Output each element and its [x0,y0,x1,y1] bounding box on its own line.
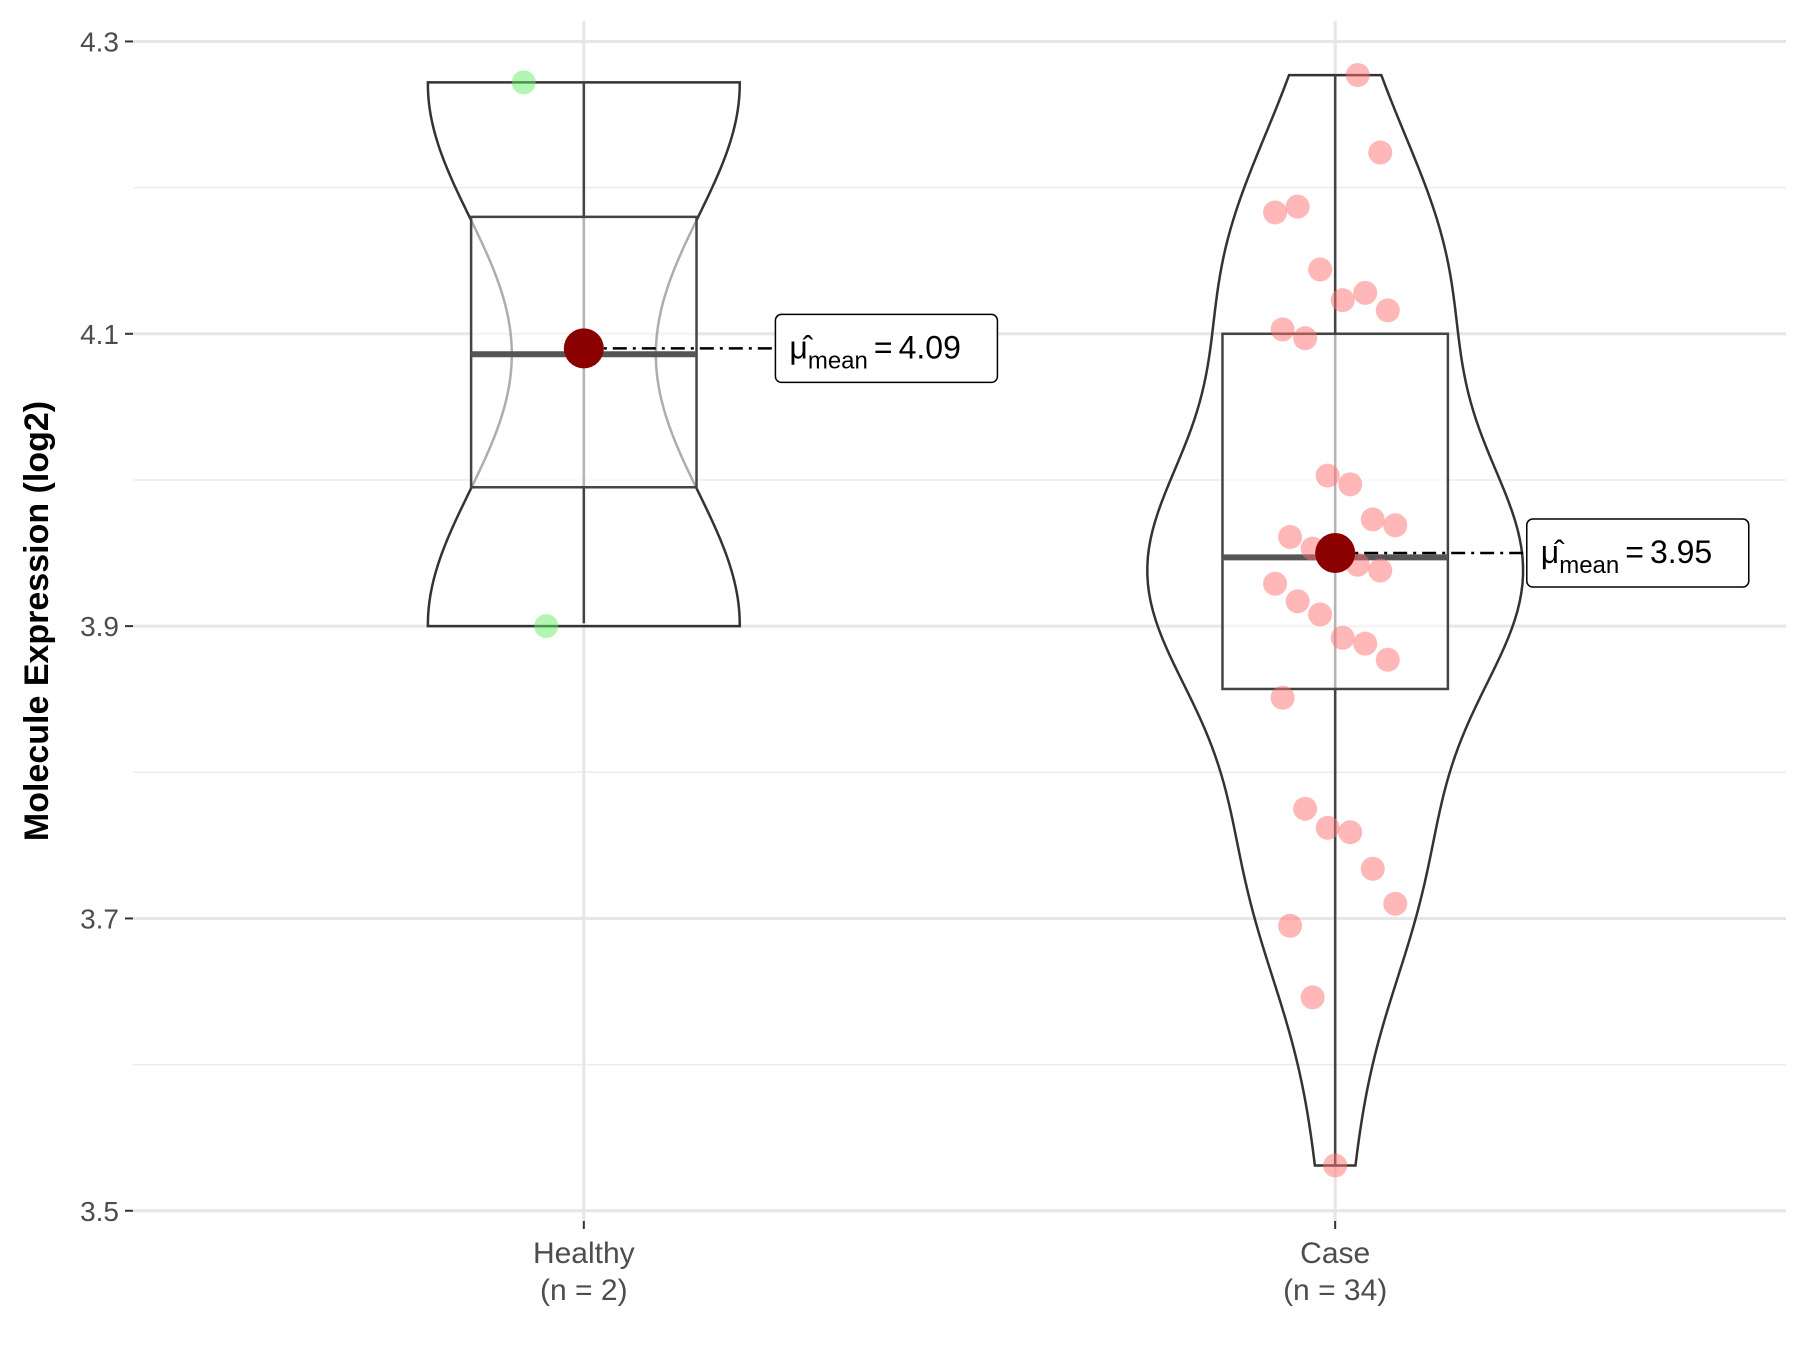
data-point [1270,685,1295,710]
mean-equals: = [874,329,893,365]
mean-value: 4.09 [899,329,961,365]
y-tick-label: 4.1 [80,319,119,350]
y-tick-label: 4.3 [80,26,119,57]
violin [1146,73,1525,1167]
mean-point [1315,533,1356,574]
data-point [511,70,536,95]
data-point [1368,558,1393,583]
x-tick-label: Healthy [533,1237,635,1270]
data-point [1323,1153,1348,1178]
data-point [1330,288,1355,313]
data-point [1308,602,1333,627]
data-point [1338,820,1363,845]
data-point [1345,63,1370,88]
y-tick-label: 3.5 [80,1196,119,1227]
data-point [1383,513,1408,538]
data-point [1383,891,1408,916]
data-point [1285,194,1310,219]
data-point [1263,200,1288,225]
data-point [1375,298,1400,323]
x-tick-count: (n = 34) [1283,1274,1387,1307]
data-point [1293,796,1318,821]
x-tick-label: Case [1300,1237,1370,1270]
data-point [1368,140,1393,165]
data-point [1270,317,1295,342]
mean-label: μ̂mean = 3.95 [1541,534,1712,579]
y-tick-label: 3.7 [80,903,119,934]
y-tick-label: 3.9 [80,611,119,642]
data-point [1353,631,1378,656]
data-point [1263,571,1288,596]
data-point [1308,257,1333,282]
data-point [1278,913,1303,938]
data-point [1315,815,1340,840]
data-point [1315,463,1340,488]
mean-subscript: mean [808,347,868,374]
data-point [1330,625,1355,650]
mean-label-box [1526,518,1750,588]
data-point [1293,326,1318,351]
mean-equals: = [1625,534,1644,570]
mean-label-box [774,313,999,384]
mean-subscript: mean [1559,552,1619,579]
y-axis-title: Molecule Expression (log2) [18,401,56,841]
data-point [1285,589,1310,614]
data-point [1360,856,1385,881]
data-point [1360,507,1385,532]
x-tick-count: (n = 2) [540,1274,628,1307]
mean-point [563,328,604,369]
data-point [534,614,559,639]
data-point [1278,524,1303,549]
mean-value: 3.95 [1650,534,1712,570]
data-point [1300,985,1325,1010]
data-point [1338,472,1363,497]
data-point [1353,280,1378,305]
data-point [1375,647,1400,672]
mean-label: μ̂mean = 4.09 [789,329,960,374]
